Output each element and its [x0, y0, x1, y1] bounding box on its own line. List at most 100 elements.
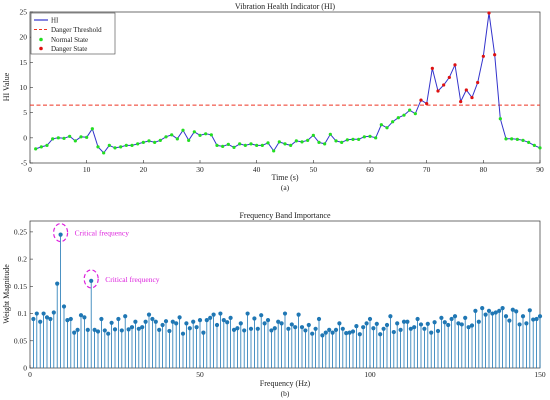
legend-threshold-label: Danger Threshold — [51, 26, 102, 34]
normal-state-point — [34, 147, 38, 151]
stem-marker — [194, 325, 199, 330]
normal-state-point — [391, 120, 395, 124]
stem-marker — [432, 320, 437, 325]
stem-marker — [180, 331, 186, 336]
stem-marker — [401, 319, 407, 324]
stem-marker — [48, 316, 53, 322]
normal-state-point — [272, 149, 276, 153]
stem-marker — [320, 333, 325, 338]
stem-marker — [248, 326, 254, 331]
stem-marker — [398, 327, 403, 332]
critical-frequency-circle — [83, 269, 99, 289]
chart-a-legend: HI Danger Threshold Normal State Danger … — [30, 12, 116, 55]
stem-marker — [323, 330, 328, 335]
stem-marker — [58, 232, 63, 237]
normal-state-point — [102, 151, 106, 155]
stem-marker — [106, 331, 111, 336]
normal-state-point — [408, 108, 412, 112]
normal-state-point — [538, 146, 542, 150]
stem-marker — [218, 311, 223, 316]
normal-state-point — [311, 133, 315, 137]
normal-state-point — [328, 132, 332, 136]
x-tick-label: 50 — [310, 165, 318, 174]
stem-marker — [469, 323, 475, 328]
normal-state-point — [277, 140, 281, 144]
y-tick-label: 10 — [20, 83, 28, 92]
stem-marker — [231, 327, 237, 332]
stem-marker — [293, 325, 298, 330]
y-tick-label: 5 — [23, 108, 27, 117]
chart-b-ylabel: Weight Magnitude — [2, 264, 11, 324]
stem-marker — [299, 325, 305, 330]
stem-marker — [228, 315, 233, 321]
stem-marker — [136, 326, 141, 331]
normal-state-point — [334, 139, 338, 143]
normal-state-point — [45, 143, 49, 147]
normal-state-point — [527, 140, 531, 144]
chart-b-y-ticks: 0 0.05 0.1 0.15 0.2 0.25 — [14, 227, 33, 373]
stem-marker — [391, 329, 396, 335]
normal-state-point — [243, 143, 247, 147]
stem-marker — [350, 329, 356, 334]
normal-state-point — [340, 140, 344, 144]
y-tick-label: 25 — [20, 8, 28, 17]
stem-marker — [381, 326, 386, 331]
normal-state-point — [153, 140, 157, 144]
legend-normal-label: Normal State — [51, 36, 88, 44]
stem-marker — [245, 311, 250, 316]
stem-marker — [384, 322, 390, 328]
danger-state-point — [436, 89, 440, 93]
stem-marker — [109, 320, 114, 325]
chart-b-title: Frequency Band Importance — [239, 211, 331, 220]
normal-state-point — [260, 143, 264, 147]
normal-state-point — [130, 143, 134, 147]
stem-marker — [412, 325, 417, 330]
stem-marker — [235, 326, 240, 331]
stem-marker — [157, 327, 162, 332]
x-tick-label: 90 — [536, 165, 544, 174]
stem-marker — [483, 312, 488, 317]
stem-marker — [160, 322, 165, 328]
stem-marker — [153, 319, 158, 324]
x-tick-label: 80 — [480, 165, 488, 174]
stem-marker — [146, 312, 152, 317]
normal-state-point — [113, 146, 117, 150]
stem-marker — [415, 316, 420, 322]
stem-marker — [123, 314, 128, 319]
y-tick-label: 0 — [23, 364, 27, 373]
stem-marker — [357, 332, 362, 337]
stem-marker — [201, 330, 206, 335]
stem-marker — [265, 317, 271, 323]
stem-marker — [537, 314, 543, 319]
stem-marker — [371, 326, 376, 331]
normal-state-point — [198, 133, 202, 137]
stem-marker — [167, 328, 172, 334]
stem-marker — [473, 308, 478, 313]
stem-marker — [41, 311, 46, 316]
danger-state-point — [464, 88, 468, 92]
stem-marker — [422, 326, 427, 331]
x-tick-label: 10 — [83, 165, 91, 174]
stem-marker — [82, 315, 87, 320]
normal-state-point — [192, 130, 196, 134]
stem-marker — [174, 321, 179, 326]
stem-marker — [221, 317, 226, 323]
stem-marker — [503, 314, 509, 319]
stem-marker — [252, 316, 257, 321]
normal-state-point — [85, 135, 89, 139]
chart-a: Vibration Health Indicator (HI) Time (s)… — [2, 2, 544, 192]
critical-frequency-label: Critical frequency — [75, 229, 130, 238]
normal-state-point — [79, 135, 83, 139]
stem-marker — [238, 321, 243, 326]
stem-marker — [34, 311, 39, 316]
stem-marker — [163, 319, 169, 324]
stem-marker — [65, 317, 70, 323]
normal-state-point — [39, 145, 43, 149]
chart-b-sublabel: (b) — [281, 389, 290, 398]
chart-a-sublabel: (a) — [281, 183, 290, 192]
normal-state-point — [124, 143, 128, 147]
stem-marker — [378, 332, 383, 337]
stem-marker — [306, 322, 311, 328]
legend-hi-label: HI — [51, 17, 59, 25]
